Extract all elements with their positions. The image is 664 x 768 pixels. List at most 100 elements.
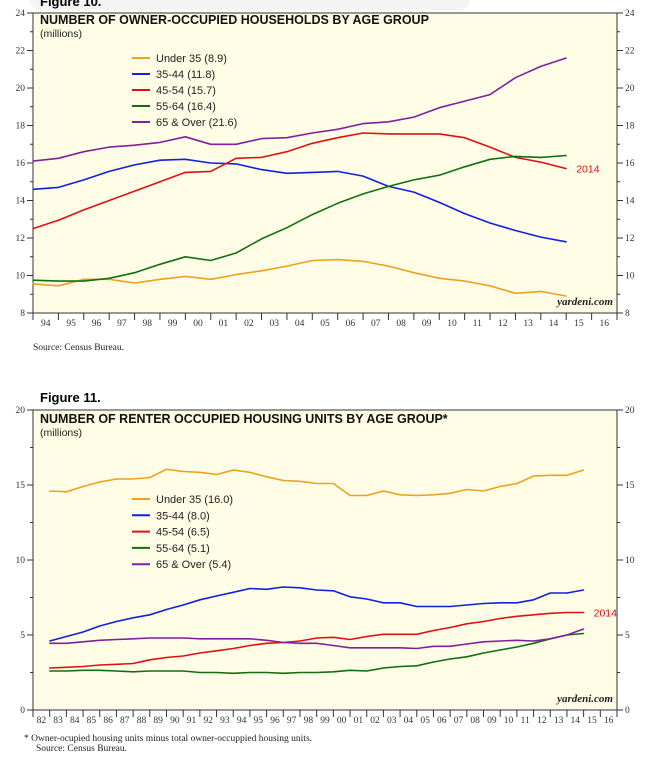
data-point	[382, 667, 384, 669]
data-point	[387, 265, 390, 267]
data-point	[210, 143, 212, 145]
y-tick-label-left: 24	[16, 9, 26, 19]
y-tick-label-left: 0	[20, 706, 25, 716]
data-point	[382, 490, 384, 492]
footnote: * Owner-ocupied housing units minus tota…	[24, 734, 312, 744]
data-point	[260, 238, 263, 240]
data-point	[432, 645, 435, 647]
data-point	[149, 637, 151, 639]
data-point	[387, 185, 390, 188]
x-tick-label: 90	[170, 716, 180, 726]
data-point	[184, 158, 186, 160]
data-point	[337, 258, 339, 261]
data-point	[540, 236, 542, 238]
data-point	[566, 611, 568, 614]
data-point	[366, 635, 368, 638]
data-point	[482, 641, 485, 643]
data-point	[349, 638, 351, 641]
y-tick-label-left: 14	[16, 197, 26, 207]
data-point	[57, 157, 59, 159]
data-point	[432, 494, 435, 496]
data-point	[115, 638, 118, 641]
x-tick-label: 03	[387, 716, 397, 726]
x-tick-label: 85	[87, 716, 97, 726]
series-line-5	[32, 57, 567, 162]
data-point	[332, 636, 334, 638]
data-point	[132, 638, 134, 640]
data-point	[235, 273, 237, 276]
data-point	[489, 93, 491, 96]
data-point	[282, 479, 284, 482]
data-point	[549, 474, 551, 476]
data-point	[540, 290, 542, 293]
legend-label: 45-54 (6.5)	[156, 527, 210, 539]
data-point	[311, 213, 313, 216]
legend-label: Under 35 (8.9)	[156, 53, 227, 65]
data-point	[337, 170, 339, 173]
y-tick-label-left: 10	[16, 272, 26, 282]
data-point	[549, 612, 551, 614]
data-point	[499, 617, 501, 620]
data-point	[362, 123, 364, 125]
data-point	[499, 602, 501, 604]
data-point	[83, 179, 85, 181]
data-point	[416, 665, 418, 667]
data-point	[299, 671, 301, 674]
data-point	[249, 644, 251, 647]
data-point	[332, 590, 334, 592]
data-point	[165, 468, 168, 470]
x-tick-label: 16	[604, 716, 614, 726]
data-point	[540, 156, 542, 158]
data-point	[182, 655, 184, 657]
data-point	[514, 155, 517, 158]
x-tick-label: 08	[470, 716, 480, 726]
x-tick-label: 95	[66, 319, 76, 329]
x-tick-label: 96	[270, 716, 280, 726]
x-tick-label: 09	[487, 716, 497, 726]
data-point	[583, 589, 585, 591]
data-point	[482, 602, 485, 605]
data-point	[282, 586, 284, 588]
data-point	[337, 202, 339, 204]
x-tick-label: 04	[295, 319, 305, 329]
data-point	[387, 121, 390, 123]
series-line-4	[32, 154, 567, 282]
y-tick-label-left: 5	[20, 631, 25, 641]
data-point	[366, 670, 368, 672]
data-point	[514, 229, 517, 232]
data-point	[235, 163, 237, 165]
data-point	[108, 146, 110, 148]
y-tick-label-left: 12	[16, 234, 26, 244]
figure-label: Figure 11.	[40, 390, 101, 405]
data-point	[184, 256, 186, 258]
data-point	[532, 640, 535, 642]
y-tick-label-left: 18	[16, 122, 26, 132]
x-tick-label: 03	[269, 319, 279, 329]
data-point	[311, 171, 313, 173]
source-note: Source: Census Bureau.	[36, 744, 127, 754]
data-point	[499, 485, 501, 488]
data-point	[349, 647, 351, 649]
x-tick-label: 11	[473, 319, 482, 329]
data-point	[566, 474, 568, 476]
data-point	[199, 599, 201, 601]
data-point	[532, 475, 535, 477]
data-point	[489, 158, 491, 160]
data-point	[133, 272, 136, 274]
data-point	[215, 473, 218, 476]
data-point	[133, 144, 136, 146]
data-point	[182, 604, 184, 606]
data-point	[232, 672, 234, 674]
x-tick-label: 10	[504, 716, 514, 726]
data-point	[115, 670, 118, 672]
data-point	[316, 482, 318, 485]
data-point	[32, 283, 34, 285]
series-line-3	[32, 132, 567, 230]
data-point	[489, 222, 491, 224]
data-point	[349, 494, 351, 497]
x-tick-label: 91	[187, 716, 197, 726]
watermark-yardeni: yardeni.com	[555, 296, 613, 308]
data-point	[482, 620, 485, 623]
data-point	[413, 191, 415, 193]
data-point	[464, 166, 466, 168]
